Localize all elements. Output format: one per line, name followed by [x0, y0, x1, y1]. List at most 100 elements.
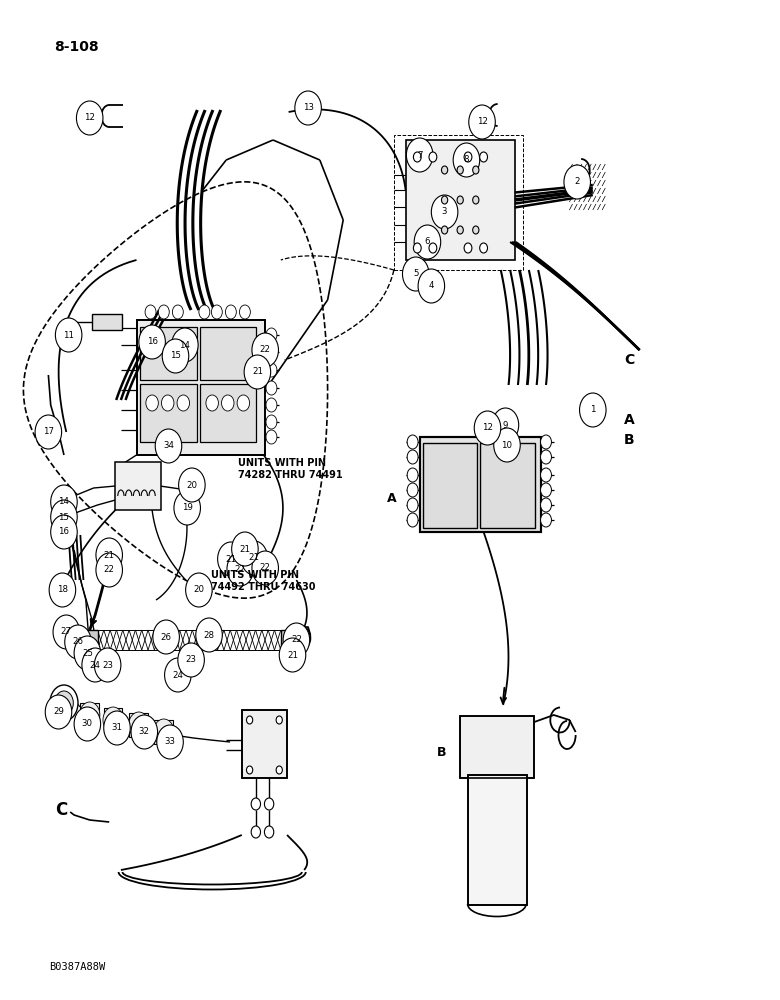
Bar [136, 320, 265, 455]
Bar [420, 437, 541, 532]
Text: 27: 27 [61, 628, 72, 637]
Circle shape [239, 305, 250, 319]
Text: 16: 16 [147, 338, 158, 347]
Circle shape [441, 166, 448, 174]
Circle shape [227, 552, 254, 586]
Circle shape [252, 551, 278, 585]
Circle shape [218, 542, 244, 576]
Text: 5: 5 [413, 269, 419, 278]
Circle shape [162, 339, 189, 373]
Text: 21: 21 [104, 550, 115, 560]
Text: 20: 20 [193, 585, 204, 594]
Circle shape [541, 498, 551, 512]
Circle shape [74, 636, 101, 670]
Text: 32: 32 [139, 728, 150, 736]
Circle shape [146, 395, 158, 411]
Text: 12: 12 [477, 117, 488, 126]
Circle shape [246, 766, 253, 774]
Text: 3: 3 [441, 208, 448, 217]
Circle shape [186, 573, 212, 607]
Circle shape [283, 623, 310, 657]
Circle shape [279, 638, 306, 672]
Circle shape [276, 766, 282, 774]
Text: 23: 23 [102, 660, 113, 670]
Text: A: A [624, 413, 635, 427]
Circle shape [80, 702, 100, 728]
Text: 23: 23 [186, 656, 197, 664]
Circle shape [441, 226, 448, 234]
Circle shape [51, 485, 77, 519]
Text: UNITS WITH PIN
74492 THRU 74630: UNITS WITH PIN 74492 THRU 74630 [211, 570, 315, 592]
Circle shape [50, 685, 78, 721]
Circle shape [174, 491, 200, 525]
Circle shape [407, 468, 418, 482]
Circle shape [237, 395, 250, 411]
Bar [468, 775, 526, 905]
Circle shape [492, 408, 519, 442]
Circle shape [74, 707, 101, 741]
Circle shape [266, 398, 277, 412]
Text: 24: 24 [172, 670, 183, 680]
Bar [154, 720, 173, 744]
Circle shape [196, 618, 222, 652]
Circle shape [177, 395, 190, 411]
Circle shape [96, 553, 122, 587]
Bar [140, 327, 197, 380]
Bar [406, 140, 515, 260]
Text: 11: 11 [63, 330, 74, 340]
Circle shape [473, 226, 479, 234]
Text: 18: 18 [57, 585, 68, 594]
Circle shape [165, 658, 191, 692]
Circle shape [131, 715, 158, 749]
Circle shape [161, 395, 174, 411]
Circle shape [457, 166, 463, 174]
Circle shape [457, 196, 463, 204]
Circle shape [457, 226, 463, 234]
Bar [423, 443, 477, 528]
Text: B: B [624, 433, 635, 447]
Text: C: C [55, 801, 67, 819]
Bar [394, 135, 523, 270]
Text: 21: 21 [252, 367, 263, 376]
Text: 26: 26 [161, 633, 172, 642]
Text: 15: 15 [170, 352, 181, 360]
Bar [242, 710, 287, 778]
Circle shape [407, 513, 418, 527]
Text: 6: 6 [424, 237, 431, 246]
Circle shape [266, 363, 277, 377]
Text: 25: 25 [82, 648, 93, 658]
Text: 8-108: 8-108 [55, 40, 99, 54]
Text: B: B [437, 746, 446, 758]
Circle shape [541, 435, 551, 449]
Text: 34: 34 [163, 442, 174, 450]
Circle shape [179, 468, 205, 502]
Circle shape [266, 415, 277, 429]
Circle shape [494, 428, 520, 462]
Circle shape [45, 695, 72, 729]
Circle shape [564, 165, 590, 199]
Bar [480, 443, 535, 528]
Circle shape [541, 513, 551, 527]
Circle shape [474, 411, 501, 445]
Bar [200, 327, 256, 380]
Circle shape [76, 101, 103, 135]
Circle shape [480, 152, 488, 162]
Text: 14: 14 [58, 497, 69, 506]
Text: 13: 13 [303, 104, 314, 112]
Text: 2: 2 [574, 178, 580, 186]
Circle shape [252, 333, 278, 367]
Circle shape [295, 91, 321, 125]
Circle shape [266, 328, 277, 342]
Circle shape [480, 243, 488, 253]
Text: 14: 14 [179, 340, 190, 350]
Circle shape [94, 648, 121, 682]
Circle shape [244, 355, 271, 389]
Bar [129, 713, 148, 737]
Text: 21: 21 [225, 554, 236, 564]
Text: 29: 29 [53, 708, 64, 716]
Circle shape [129, 712, 149, 738]
Circle shape [406, 138, 433, 172]
Circle shape [139, 325, 165, 359]
Bar [281, 630, 298, 648]
Text: 21: 21 [287, 650, 298, 660]
